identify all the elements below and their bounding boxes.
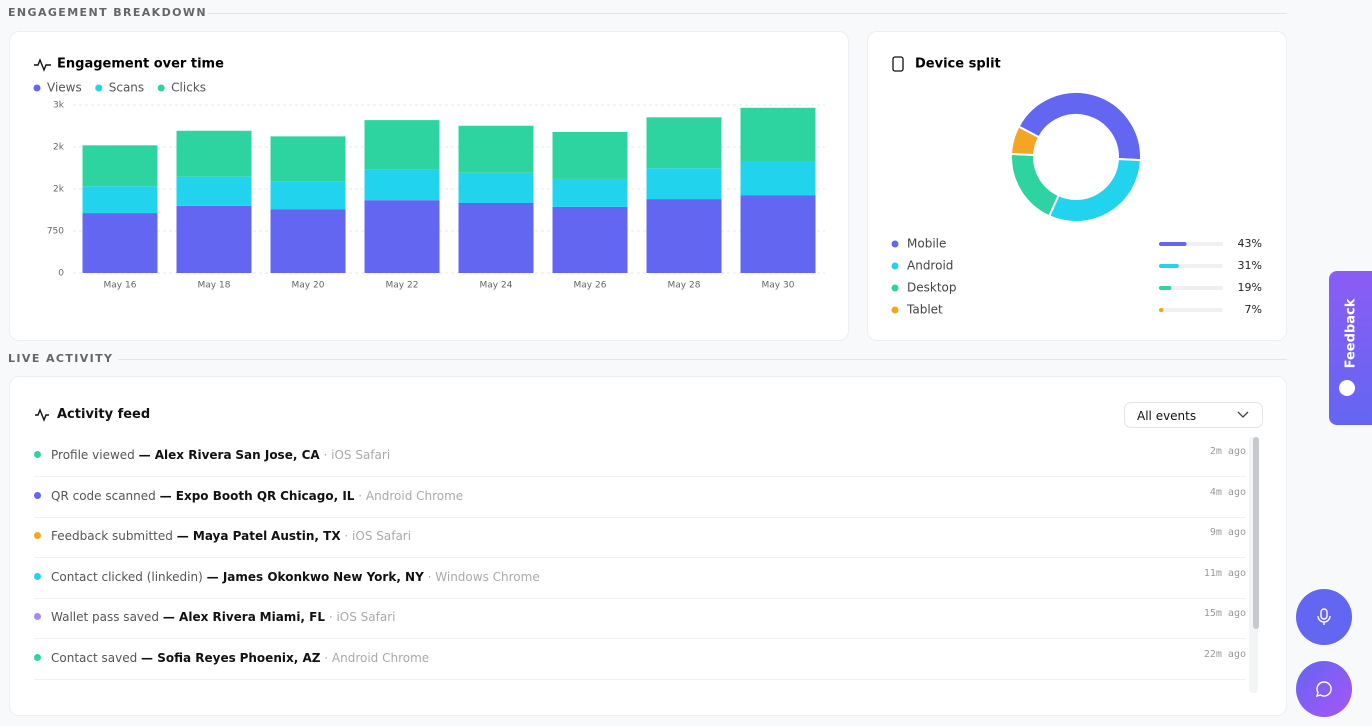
status-dot	[34, 613, 41, 620]
section-heading: ENGAGEMENT BREAKDOWN	[8, 6, 208, 19]
engagement-card	[9, 31, 849, 341]
location: San Jose, CA	[235, 448, 320, 462]
section-heading: LIVE ACTIVITY	[8, 352, 114, 365]
actor: — Expo Booth QR	[159, 488, 277, 503]
row-separator	[34, 557, 1246, 558]
event-name: Contact clicked (linkedin)	[51, 569, 203, 584]
chat-button[interactable]	[1296, 661, 1352, 717]
actor: — Maya Patel	[176, 529, 268, 543]
actor: — Alex Rivera	[162, 610, 256, 624]
event-name: Contact saved	[51, 650, 138, 665]
row-separator	[34, 638, 1246, 639]
pulse-icon	[35, 408, 49, 422]
actor: — Sofia Reyes	[141, 650, 236, 665]
row-separator	[34, 597, 1246, 599]
activity-row: Profile viewed — Alex Rivera San Jose, C…	[34, 436, 1246, 476]
card-title: Activity feed	[57, 407, 151, 422]
event-name: Profile viewed	[51, 448, 135, 462]
location: Miami, FL	[259, 610, 326, 624]
location: New York, NY	[333, 569, 424, 584]
event-name: Wallet pass saved	[51, 610, 160, 624]
feedback-label: Feedback	[1343, 298, 1359, 369]
timestamp: 9m ago	[1209, 527, 1246, 538]
chat-icon	[1315, 681, 1332, 698]
event-name: QR code scanned	[51, 488, 156, 503]
feedback-tab[interactable]: Feedback	[1329, 271, 1372, 425]
device: · Android Chrome	[358, 488, 464, 503]
chevron	[1237, 411, 1249, 418]
device: · iOS Safari	[328, 610, 396, 624]
event-text: QR code scanned — Expo Booth QR Chicago,…	[51, 489, 463, 503]
scroll-thumb[interactable]	[1253, 437, 1259, 629]
device: · iOS Safari	[344, 529, 412, 543]
location: Chicago, IL	[280, 488, 355, 503]
device: · iOS Safari	[323, 448, 391, 462]
activity-card: Activity feed All events Profile viewed …	[9, 376, 1287, 716]
event-text: Wallet pass saved — Alex Rivera Miami, F…	[51, 610, 396, 624]
event-text: Profile viewed — Alex Rivera San Jose, C…	[51, 448, 390, 462]
device: · Android Chrome	[324, 650, 430, 665]
event-text: Contact saved — Sofia Reyes Phoenix, AZ …	[51, 651, 429, 665]
row-separator	[34, 516, 1246, 518]
activity-row: Feedback submitted — Maya Patel Austin, …	[34, 517, 1246, 557]
status-dot	[34, 451, 41, 458]
event-name: Feedback submitted	[51, 529, 173, 543]
status-dot	[34, 532, 41, 539]
row-separator	[34, 476, 1246, 477]
activity-row: Wallet pass saved — Alex Rivera Miami, F…	[34, 598, 1246, 638]
mic-icon	[1317, 608, 1331, 625]
timestamp: 11m ago	[1203, 567, 1246, 579]
activity-row: Contact saved — Sofia Reyes Phoenix, AZ …	[34, 639, 1246, 679]
location: Phoenix, AZ	[239, 650, 321, 665]
activity-row: QR code scanned — Expo Booth QR Chicago,…	[34, 477, 1246, 517]
filter-label: All events	[1137, 409, 1197, 423]
timestamp: 2m ago	[1209, 446, 1246, 457]
device: · Windows Chrome	[427, 569, 540, 584]
divider	[208, 13, 1287, 14]
actor: — Alex Rivera	[138, 448, 232, 462]
divider	[118, 359, 1287, 360]
timestamp: 22m ago	[1203, 648, 1246, 660]
timestamp: 15m ago	[1203, 608, 1246, 619]
actor: — James Okonkwo	[206, 569, 330, 584]
row-separator	[34, 678, 1246, 680]
location: Austin, TX	[271, 529, 341, 543]
status-dot	[34, 572, 41, 580]
status-dot	[34, 653, 41, 661]
event-text: Feedback submitted — Maya Patel Austin, …	[51, 529, 411, 543]
feedback-icon	[1339, 380, 1355, 396]
status-dot	[34, 491, 41, 499]
device-card	[867, 31, 1287, 341]
timestamp: 4m ago	[1209, 486, 1246, 498]
filter-dropdown[interactable]: All events	[1124, 402, 1263, 428]
event-text: Contact clicked (linkedin) — James Okonk…	[51, 570, 540, 584]
activity-row: Contact clicked (linkedin) — James Okonk…	[34, 558, 1246, 598]
mic-button[interactable]	[1296, 589, 1352, 645]
